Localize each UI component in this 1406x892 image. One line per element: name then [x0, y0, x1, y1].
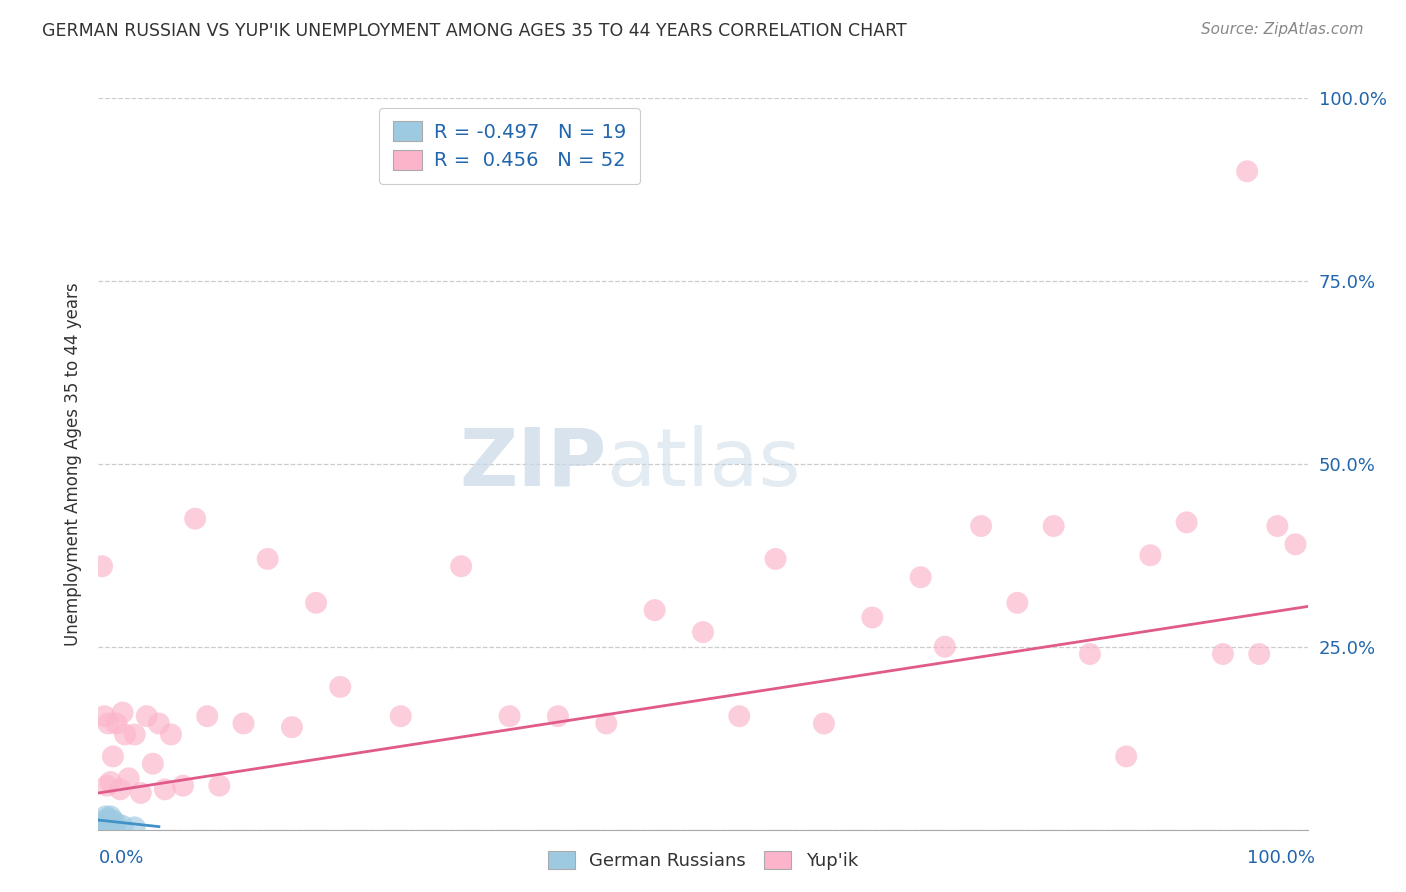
Point — [860, 610, 883, 624]
Point — [97, 818, 120, 832]
Point — [100, 775, 122, 789]
Point — [329, 680, 352, 694]
Point — [1212, 647, 1234, 661]
Text: atlas: atlas — [606, 425, 800, 503]
Point — [97, 716, 120, 731]
Text: 100.0%: 100.0% — [1247, 849, 1315, 867]
Point — [1175, 516, 1198, 530]
Point — [91, 819, 114, 833]
Point — [692, 625, 714, 640]
Point — [135, 709, 157, 723]
Point — [389, 709, 412, 723]
Point — [195, 709, 218, 723]
Text: 0.0%: 0.0% — [98, 849, 143, 867]
Point — [547, 709, 569, 723]
Point — [93, 814, 115, 828]
Point — [208, 779, 231, 793]
Point — [281, 720, 304, 734]
Point — [98, 821, 121, 835]
Point — [93, 709, 115, 723]
Point — [644, 603, 666, 617]
Point — [232, 716, 254, 731]
Point — [813, 716, 835, 731]
Point — [1284, 537, 1306, 551]
Point — [305, 596, 328, 610]
Point — [101, 817, 124, 831]
Point — [100, 816, 122, 830]
Legend: R = -0.497   N = 19, R =  0.456   N = 52: R = -0.497 N = 19, R = 0.456 N = 52 — [380, 108, 640, 184]
Y-axis label: Unemployment Among Ages 35 to 44 years: Unemployment Among Ages 35 to 44 years — [63, 282, 82, 646]
Point — [160, 727, 183, 741]
Point — [184, 512, 207, 526]
Point — [910, 570, 932, 584]
Text: GERMAN RUSSIAN VS YUP'IK UNEMPLOYMENT AMONG AGES 35 TO 44 YEARS CORRELATION CHAR: GERMAN RUSSIAN VS YUP'IK UNEMPLOYMENT AM… — [42, 22, 907, 40]
Point — [498, 709, 520, 723]
Point — [595, 716, 617, 731]
Point — [129, 786, 152, 800]
Point — [100, 813, 122, 827]
Point — [172, 779, 194, 793]
Point — [114, 727, 136, 741]
Point — [100, 809, 122, 823]
Point — [111, 706, 134, 720]
Point — [124, 821, 146, 835]
Point — [1265, 519, 1288, 533]
Point — [934, 640, 956, 654]
Point — [450, 559, 472, 574]
Point — [96, 815, 118, 830]
Point — [105, 716, 128, 731]
Point — [1078, 647, 1101, 661]
Point — [1236, 164, 1258, 178]
Point — [970, 519, 993, 533]
Point — [1249, 647, 1271, 661]
Point — [96, 820, 118, 834]
Point — [97, 812, 120, 826]
Point — [118, 772, 141, 786]
Point — [148, 716, 170, 731]
Point — [91, 559, 114, 574]
Point — [96, 779, 118, 793]
Text: ZIP: ZIP — [458, 425, 606, 503]
Point — [1139, 548, 1161, 563]
Point — [1042, 519, 1064, 533]
Point — [1007, 596, 1029, 610]
Point — [94, 809, 117, 823]
Point — [98, 814, 121, 828]
Point — [103, 821, 125, 835]
Text: Source: ZipAtlas.com: Source: ZipAtlas.com — [1201, 22, 1364, 37]
Point — [1115, 749, 1137, 764]
Point — [124, 727, 146, 741]
Point — [728, 709, 751, 723]
Point — [101, 749, 124, 764]
Point — [765, 552, 787, 566]
Point — [104, 815, 127, 830]
Point — [100, 822, 122, 837]
Point — [256, 552, 278, 566]
Point — [111, 819, 134, 833]
Point — [108, 782, 131, 797]
Point — [142, 756, 165, 771]
Point — [153, 782, 176, 797]
Point — [100, 819, 122, 833]
